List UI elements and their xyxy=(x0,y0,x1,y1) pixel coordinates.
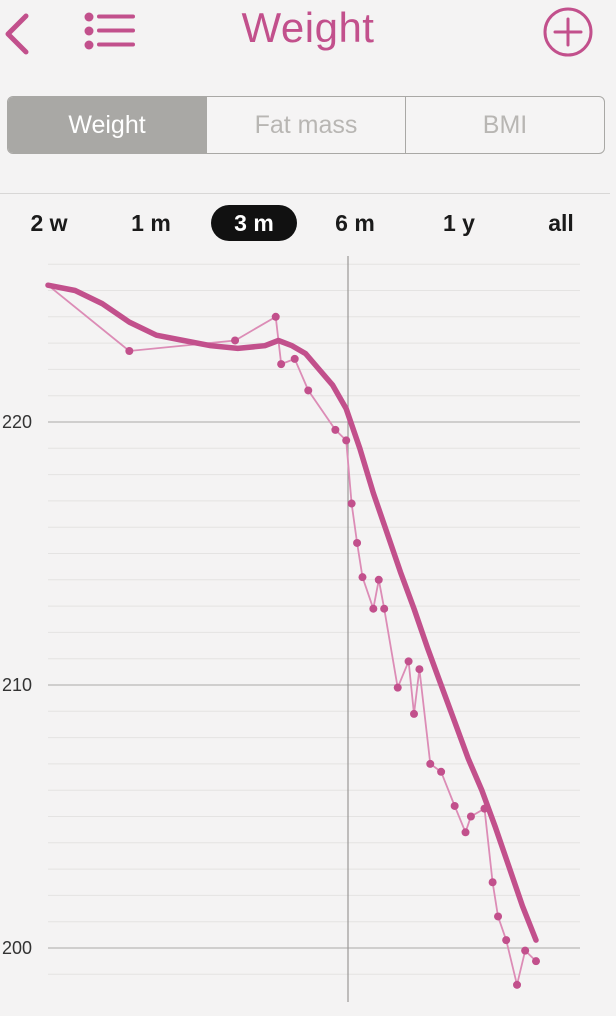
measurement-point xyxy=(410,709,418,718)
range-selector: 2 w 1 m 3 m 6 m 1 y all xyxy=(0,205,616,241)
measurement-point xyxy=(488,878,497,887)
measurement-point xyxy=(374,575,383,584)
measurement-point xyxy=(404,657,413,666)
measurement-point xyxy=(290,354,299,363)
measurement-point xyxy=(277,360,286,369)
measurement-point xyxy=(231,336,240,345)
y-tick-label: 200 xyxy=(2,938,32,958)
measurement-point xyxy=(304,386,313,395)
measurement-point xyxy=(342,436,351,445)
range-all[interactable]: all xyxy=(548,210,574,236)
measurement-point xyxy=(502,936,511,945)
weight-chart-svg: 200 210 220 xyxy=(2,256,580,1002)
chevron-left-icon xyxy=(5,13,29,55)
list-menu-button[interactable] xyxy=(80,8,140,54)
back-button[interactable] xyxy=(0,8,40,58)
measurement-point xyxy=(426,759,435,768)
y-tick-label: 220 xyxy=(2,412,32,432)
measurement-point xyxy=(450,801,459,810)
measurement-point xyxy=(353,538,362,547)
tab-weight[interactable]: Weight xyxy=(8,97,206,153)
measurement-point xyxy=(358,573,367,582)
measurement-point xyxy=(380,604,389,613)
range-1m[interactable]: 1 m xyxy=(131,210,171,236)
measurement-point xyxy=(521,946,530,955)
measurement-point xyxy=(532,957,540,966)
measurement-line xyxy=(47,284,537,986)
tab-fat-mass[interactable]: Fat mass xyxy=(206,97,405,153)
range-2w[interactable]: 2 w xyxy=(30,210,68,236)
header: Weight xyxy=(0,0,616,72)
divider xyxy=(0,193,610,194)
metric-segmented-control: Weight Fat mass BMI xyxy=(7,96,605,154)
list-icon xyxy=(84,12,135,50)
y-tick-label: 210 xyxy=(2,675,32,695)
measurement-point xyxy=(494,912,503,921)
measurement-point xyxy=(125,346,134,355)
measurement-point xyxy=(393,683,402,692)
measurement-point xyxy=(271,312,280,321)
trend-line xyxy=(45,282,539,943)
range-1y[interactable]: 1 y xyxy=(443,210,475,236)
range-6m[interactable]: 6 m xyxy=(335,210,375,236)
tab-bmi[interactable]: BMI xyxy=(405,97,604,153)
measurement-point xyxy=(466,812,475,821)
plus-circle-icon xyxy=(543,7,593,57)
measurement-point xyxy=(369,604,378,613)
measurement-point xyxy=(437,767,446,776)
add-button[interactable] xyxy=(540,4,596,60)
range-3m[interactable]: 3 m xyxy=(211,205,297,241)
measurement-point xyxy=(331,425,340,434)
measurement-point xyxy=(461,828,470,837)
measurement-point xyxy=(415,665,424,674)
measurement-point xyxy=(480,804,489,813)
weight-chart[interactable]: 200 210 220 xyxy=(0,250,616,1016)
page-title: Weight xyxy=(241,4,375,51)
measurement-point xyxy=(347,499,356,508)
measurement-point xyxy=(513,980,522,989)
